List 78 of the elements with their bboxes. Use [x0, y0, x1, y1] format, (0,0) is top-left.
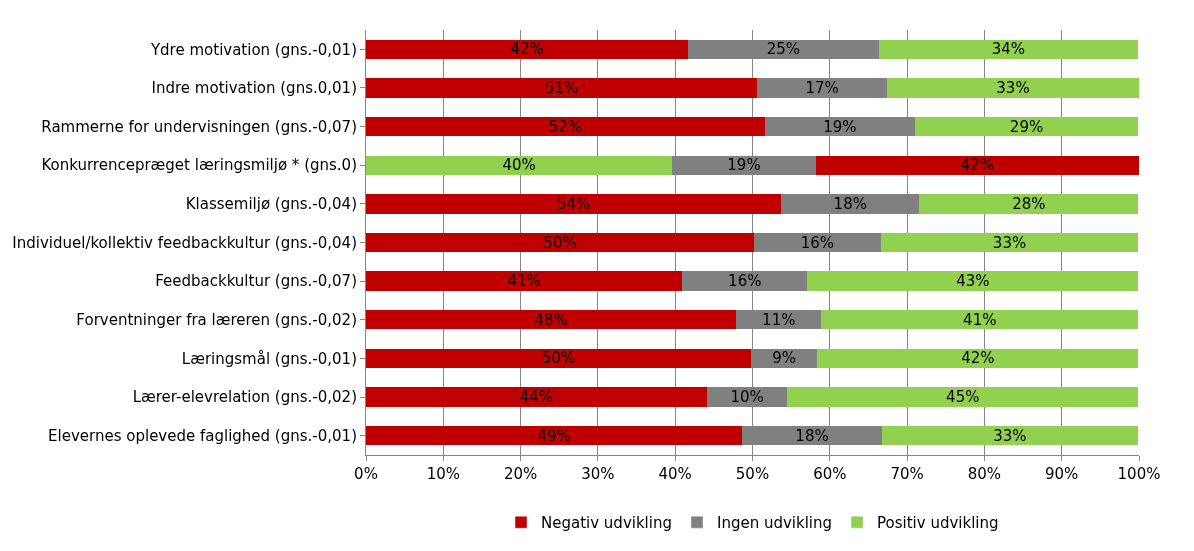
data-label: 43% — [956, 272, 990, 291]
data-label: 51% — [544, 78, 579, 97]
data-label: 19% — [823, 117, 857, 136]
data-label: 42% — [961, 349, 995, 368]
data-label: 34% — [991, 40, 1026, 59]
bar — [366, 348, 751, 369]
y-tick-label: Læringsmål (gns.-0,01) — [181, 349, 357, 368]
data-label: 18% — [795, 426, 829, 445]
y-tick-label: Feedbackkultur (gns.-0,07) — [155, 272, 357, 291]
x-tick-label: 30% — [581, 465, 615, 483]
legend-label: Negativ udvikling — [541, 514, 672, 533]
data-label: 9% — [772, 349, 797, 368]
bar — [366, 194, 782, 214]
y-tick-label: Indre motivation (gns.0,01) — [151, 79, 357, 98]
data-label: 28% — [1012, 194, 1046, 213]
bar — [887, 78, 1139, 98]
x-tick-label: 0% — [354, 465, 378, 483]
x-tick-label: 20% — [503, 465, 538, 483]
bar — [366, 426, 743, 446]
legend-label: Ingen udvikling — [716, 514, 833, 533]
data-label: 50% — [541, 349, 576, 368]
data-label: 52% — [548, 117, 583, 136]
x-tick-label: 80% — [967, 465, 1002, 483]
data-label: 16% — [800, 233, 835, 252]
data-label: 10% — [730, 388, 764, 407]
y-tick-label: Individuel/kollektiv feedbackkultur (gns.-0,04) — [12, 233, 357, 252]
data-label: 25% — [766, 40, 801, 59]
data-label: 41% — [507, 272, 541, 291]
data-label: 48% — [534, 310, 568, 329]
data-label: 41% — [963, 310, 997, 329]
data-label: 44% — [519, 388, 554, 407]
data-label: 33% — [996, 78, 1030, 97]
bar — [821, 310, 1139, 330]
data-label: 42% — [510, 40, 544, 59]
bar — [366, 310, 737, 330]
data-label: 54% — [556, 194, 591, 213]
data-label: 33% — [993, 426, 1027, 445]
data-label: 49% — [537, 426, 571, 445]
bar — [366, 387, 707, 407]
data-label: 42% — [960, 156, 995, 175]
bar — [817, 348, 1139, 369]
data-label: 18% — [833, 194, 867, 213]
legend-label: Positiv udvikling — [877, 514, 999, 533]
x-tick-label: 70% — [890, 465, 924, 483]
y-tick-label: Rammerne for undervisningen (gns.-0,07) — [41, 117, 357, 136]
y-tick-label: Elevernes oplevede faglighed (gns.-0,01) — [48, 426, 357, 445]
bar — [366, 271, 683, 291]
data-label: 19% — [727, 156, 761, 175]
data-label: 40% — [502, 156, 536, 175]
data-label: 11% — [762, 310, 796, 329]
x-tick-label: 10% — [426, 465, 460, 483]
y-tick-label: Konkurrencepræget læringsmiljø * (gns.0) — [41, 156, 357, 175]
y-tick-label: Lærer-elevrelation (gns.-0,02) — [132, 388, 357, 407]
y-tick-label: Forventninger fra læreren (gns.-0,02) — [76, 311, 357, 330]
bar — [880, 232, 1139, 253]
bar — [366, 39, 689, 59]
data-label: 17% — [805, 78, 839, 97]
data-label: 16% — [728, 272, 762, 291]
bar — [914, 116, 1139, 137]
y-tick-label: Ydre motivation (gns.-0,01) — [149, 40, 357, 59]
data-label: 29% — [1009, 117, 1044, 136]
bar — [366, 78, 758, 98]
y-tick-label: Klassemiljø (gns.-0,04) — [185, 195, 357, 214]
x-tick-label: 60% — [813, 465, 847, 483]
x-tick-label: 100% — [1117, 465, 1161, 483]
data-label: 50% — [543, 233, 577, 252]
x-tick-label: 40% — [658, 465, 692, 483]
bar — [807, 271, 1139, 291]
bar — [881, 426, 1139, 446]
data-label: 45% — [946, 388, 980, 407]
bar — [366, 232, 755, 253]
data-label: 33% — [992, 233, 1027, 252]
x-tick-label: 50% — [735, 465, 770, 483]
bar — [919, 194, 1139, 214]
x-tick-label: 90% — [1045, 465, 1079, 483]
bar — [787, 387, 1139, 407]
bar — [366, 116, 765, 137]
bar — [878, 39, 1139, 59]
